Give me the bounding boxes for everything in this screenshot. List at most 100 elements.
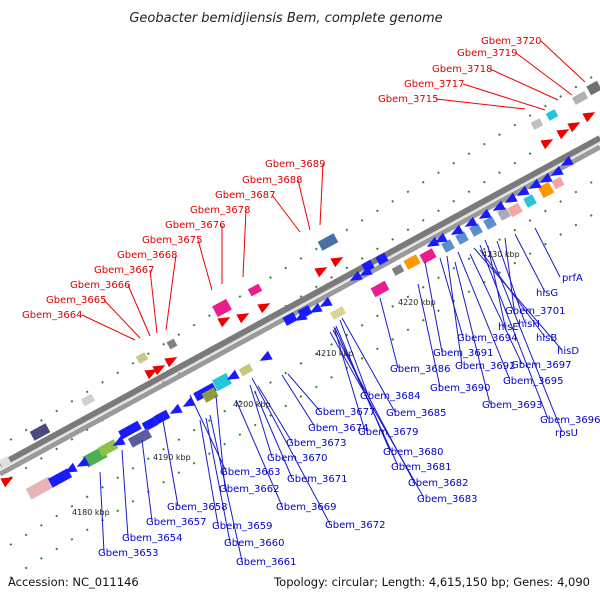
gene-label: Gbem_3661 <box>236 557 296 568</box>
gene-block <box>282 312 298 326</box>
gene-label: Gbem_3683 <box>417 494 477 505</box>
gene-arrow <box>144 369 158 380</box>
gene-arrow <box>528 178 542 189</box>
gene-label: Gbem_3684 <box>360 391 420 402</box>
gene-arrow <box>152 365 166 376</box>
gene-label: hisB <box>536 333 557 344</box>
gene-block <box>545 109 559 121</box>
gene-label: Gbem_3672 <box>325 520 385 531</box>
gene-label: Gbem_3681 <box>391 462 451 473</box>
gene-block <box>238 363 254 377</box>
gene-block <box>201 387 219 403</box>
gene-arrow <box>294 310 308 321</box>
gene-features <box>0 80 600 500</box>
gene-block <box>469 223 483 237</box>
gene-label: Gbem_3687 <box>215 190 275 201</box>
gene-label: Gbem_3689 <box>265 159 325 170</box>
gene-block <box>329 306 347 320</box>
gene-arrow <box>464 216 478 227</box>
gene-arrow <box>349 270 363 281</box>
gene-arrow <box>182 396 196 407</box>
gene-label: Gbem_3685 <box>386 408 446 419</box>
gene-arrow <box>112 435 126 446</box>
gene-arrow <box>319 296 333 307</box>
gene-label: Gbem_3680 <box>383 447 443 458</box>
gene-label: Gbem_3695 <box>503 376 563 387</box>
gene-block <box>141 416 159 432</box>
kbp-ticks: 4180 kbp 4190 kbp 4200 kbp 4210 kbp 4220… <box>72 250 520 517</box>
label-leader-lines <box>81 40 586 562</box>
gene-block <box>537 181 555 199</box>
gene-label: Gbem_3653 <box>98 548 158 559</box>
kbp-tick-label: 4230 kbp <box>482 250 520 259</box>
gene-block <box>80 393 96 407</box>
gene-label: prfA <box>562 273 583 284</box>
gene-arrow <box>478 208 492 219</box>
gene-block <box>135 352 149 364</box>
gene-label: Gbem_3678 <box>190 205 250 216</box>
gene-label: Gbem_3660 <box>224 538 284 549</box>
gene-label: Gbem_3718 <box>432 64 492 75</box>
gene-arrow <box>556 129 570 140</box>
gene-label: Gbem_3664 <box>22 310 82 321</box>
gene-label: hisG <box>536 288 558 299</box>
gene-label: Gbem_3654 <box>122 533 182 544</box>
gene-arrow <box>492 200 506 211</box>
gene-arrow <box>257 303 271 314</box>
gene-block <box>0 456 12 468</box>
gene-label: Gbem_3679 <box>358 427 418 438</box>
gene-label: Gbem_3677 <box>315 407 375 418</box>
kbp-tick-label: 4220 kbp <box>398 298 436 307</box>
gene-block <box>586 80 600 96</box>
gene-block <box>571 91 589 105</box>
gene-arrow <box>567 122 581 133</box>
gene-arrow <box>539 172 553 183</box>
gene-arrow <box>164 357 178 368</box>
gene-label: Gbem_3668 <box>117 250 177 261</box>
gene-block <box>455 231 469 245</box>
gene-block <box>25 476 55 500</box>
gene-label: Gbem_3676 <box>165 220 225 231</box>
gene-label: Gbem_3719 <box>457 48 517 59</box>
gene-block <box>166 338 178 350</box>
gene-arrow <box>217 317 231 328</box>
gene-arrow <box>516 185 530 196</box>
gene-label: Gbem_3693 <box>482 400 542 411</box>
gene-label: Gbem_3717 <box>404 79 464 90</box>
gene-label: rpsU <box>555 428 578 439</box>
gene-label: Gbem_3701 <box>505 306 565 317</box>
gene-arrow <box>434 232 448 243</box>
accession-text: Accession: NC_011146 <box>8 575 139 589</box>
gene-label: Gbem_3696 <box>540 415 600 426</box>
gene-block <box>212 372 232 392</box>
gene-block <box>317 233 339 251</box>
upper-gene-labels: Gbem_3720 Gbem_3719 Gbem_3718 Gbem_3717 … <box>22 36 541 321</box>
genome-summary-text: Topology: circular; Length: 4,615,150 bp… <box>273 575 590 589</box>
gene-arrow <box>504 192 518 203</box>
gene-label: Gbem_3715 <box>378 94 438 105</box>
gene-block <box>497 207 511 221</box>
gene-block <box>212 298 232 318</box>
gene-block <box>97 439 119 457</box>
gene-block <box>530 118 544 130</box>
gene-label: Gbem_3675 <box>142 235 202 246</box>
gene-label: Gbem_3669 <box>276 502 336 513</box>
gene-label: Gbem_3666 <box>70 280 130 291</box>
gene-label: Gbem_3657 <box>146 517 206 528</box>
kbp-tick-label: 4200 kbp <box>233 400 271 409</box>
gene-arrow <box>76 456 90 467</box>
gene-label: Gbem_3692 <box>455 361 515 372</box>
gene-label: Gbem_3697 <box>511 360 571 371</box>
gene-label: Gbem_3662 <box>219 484 279 495</box>
gene-block <box>551 176 565 190</box>
gene-arrow <box>309 302 323 313</box>
gene-label: Gbem_3690 <box>430 383 490 394</box>
gene-label: Gbem_3694 <box>457 333 517 344</box>
gene-block <box>419 248 437 264</box>
gene-arrow <box>560 155 574 166</box>
map-title: Geobacter bemidjiensis Bem, complete gen… <box>129 11 442 26</box>
gene-block <box>29 423 51 441</box>
gene-label: Gbem_3674 <box>308 423 368 434</box>
gene-arrow <box>540 139 554 150</box>
